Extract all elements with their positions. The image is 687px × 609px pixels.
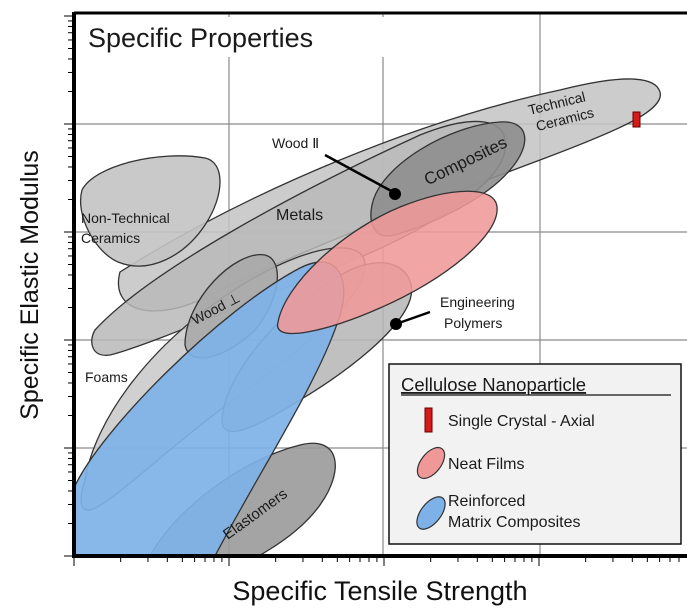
title-background xyxy=(78,17,384,57)
label-nontech-ceramics-1: Non-Technical xyxy=(81,210,170,226)
legend-label-neat-films: Neat Films xyxy=(448,456,524,473)
legend-swatch-single-crystal xyxy=(424,407,433,433)
label-foams: Foams xyxy=(85,369,128,385)
label-eng-polymers-1: Engineering xyxy=(440,294,515,310)
chart-title: Specific Properties xyxy=(88,23,313,53)
legend-label-reinforced-1: Reinforced xyxy=(448,493,525,510)
legend-label-reinforced-2: Matrix Composites xyxy=(448,514,580,531)
legend-label-single-crystal: Single Crystal - Axial xyxy=(448,413,595,430)
region-neat-films xyxy=(277,190,498,335)
legend-title: Cellulose Nanoparticle xyxy=(401,374,586,395)
x-axis-title: Specific Tensile Strength xyxy=(232,576,527,606)
label-metals: Metals xyxy=(276,207,323,224)
region-nontech-ceramics xyxy=(80,155,221,267)
eng-polymers-point xyxy=(390,318,402,330)
label-nontech-ceramics-2: Ceramics xyxy=(81,230,140,246)
eng-polymers-leader xyxy=(395,310,431,326)
axes xyxy=(72,11,687,558)
label-eng-polymers-2: Polymers xyxy=(444,315,502,331)
legend-swatch-neat-films xyxy=(416,446,446,480)
y-axis-title: Specific Elastic Modulus xyxy=(16,150,44,420)
legend-swatch-reinforced xyxy=(416,496,446,530)
single-crystal-marker xyxy=(632,111,641,128)
wood-parallel-point xyxy=(389,188,401,200)
label-wood-parallel: Wood Ⅱ xyxy=(272,135,319,151)
legend: Cellulose Nanoparticle Single Crystal - … xyxy=(388,363,682,545)
wood-parallel-leader xyxy=(324,153,396,195)
ticks xyxy=(64,15,680,566)
